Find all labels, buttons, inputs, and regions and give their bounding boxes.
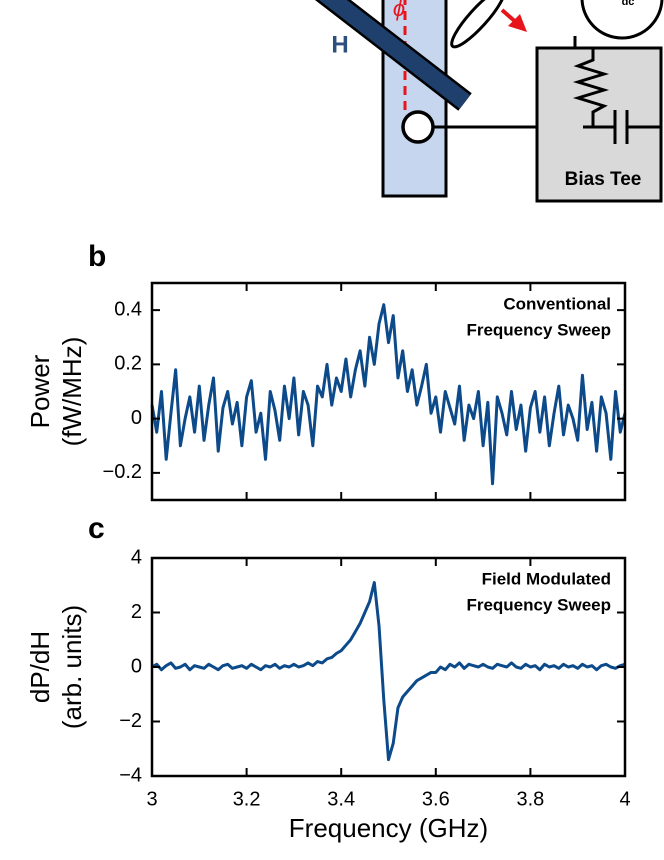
annotation: Frequency Sweep (466, 320, 611, 339)
source-circle (580, 0, 664, 40)
y-tick-label: 0 (131, 655, 142, 677)
angle-label: ϕ (393, 0, 405, 21)
y-axis-label: (arb. units) (57, 605, 87, 729)
y-tick-label: −2 (119, 710, 142, 732)
x-tick-label: 3.6 (422, 788, 450, 810)
annotation: Frequency Sweep (466, 595, 611, 614)
arrow-head (508, 14, 527, 32)
annotation: Field Modulated (482, 569, 611, 588)
plot-frame (150, 281, 627, 502)
y-tick-label: 2 (131, 601, 142, 623)
data-line (151, 581, 626, 762)
y-tick-label: −0.2 (103, 461, 142, 483)
y-tick-label: 0 (131, 407, 142, 429)
diagram: dc H ϕ Bias Tee (314, 0, 664, 203)
data-line (150, 303, 627, 486)
panel-label: c (88, 512, 105, 545)
y-axis-label: (fW/MHz) (57, 337, 87, 447)
x-axis-label: Frequency (GHz) (289, 813, 488, 843)
x-tick-label: 4 (619, 788, 630, 810)
precession (450, 0, 506, 49)
x-tick-label: 3.8 (516, 788, 544, 810)
y-axis-label: dP/dH (25, 631, 55, 703)
source-label: dc (622, 0, 635, 8)
y-tick-label: 0.4 (114, 298, 142, 320)
y-tick-label: 4 (131, 546, 142, 568)
device (401, 110, 435, 144)
y-tick-label: 0.2 (114, 353, 142, 375)
x-tick-label: 3.4 (327, 788, 355, 810)
bias-tee-label: Bias Tee (565, 169, 642, 190)
annotation: Conventional (503, 294, 611, 313)
x-tick-label: 3 (146, 788, 157, 810)
panel-label: b (88, 240, 106, 273)
x-tick-label: 3.2 (233, 788, 261, 810)
field-label: H (331, 31, 348, 58)
waveguide (381, 0, 448, 198)
y-axis-label: Power (25, 354, 55, 428)
field-bar (319, 0, 471, 109)
y-tick-label: −4 (119, 764, 142, 786)
inductor (572, 48, 610, 127)
